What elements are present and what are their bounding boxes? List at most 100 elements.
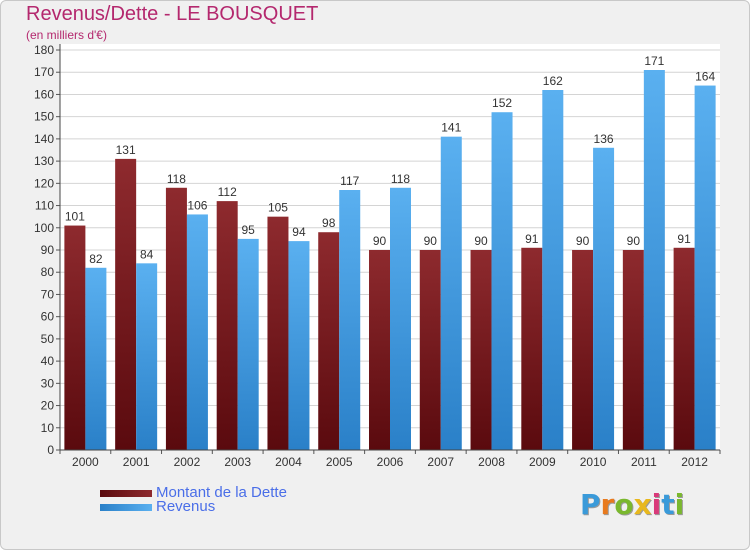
bar-revenus xyxy=(136,263,158,450)
y-tick-label: 170 xyxy=(34,65,54,79)
chart-subtitle: (en milliers d'€) xyxy=(26,28,107,42)
y-tick-label: 130 xyxy=(34,154,54,168)
y-tick-label: 150 xyxy=(34,110,54,124)
legend-swatch-revenus xyxy=(100,503,152,511)
x-tick-label: 2010 xyxy=(580,455,607,469)
bar-debt xyxy=(419,250,441,450)
x-tick-label: 2006 xyxy=(377,455,404,469)
x-tick-label: 2000 xyxy=(72,455,99,469)
logo-letter: i xyxy=(674,488,685,521)
y-tick-label: 30 xyxy=(41,376,55,390)
bar-revenus xyxy=(491,112,513,450)
chart-title: Revenus/Dette - LE BOUSQUET xyxy=(26,3,319,25)
x-tick-label: 2008 xyxy=(478,455,505,469)
x-tick-label: 2004 xyxy=(275,455,302,469)
y-tick-label: 20 xyxy=(41,399,55,413)
bar-revenus xyxy=(694,85,716,451)
bar-debt xyxy=(318,232,340,450)
bar-debt xyxy=(622,250,644,450)
data-label: 90 xyxy=(424,234,438,248)
bar-debt xyxy=(165,187,187,450)
y-tick-label: 70 xyxy=(41,287,55,301)
legend: Montant de la Dette Revenus xyxy=(100,484,287,515)
data-label: 90 xyxy=(627,234,641,248)
logo-letter: o xyxy=(614,488,634,521)
data-label: 118 xyxy=(391,172,410,186)
data-label: 91 xyxy=(525,232,539,246)
data-label: 136 xyxy=(594,132,614,146)
data-label: 117 xyxy=(340,174,359,188)
legend-item-debt: Montant de la Dette xyxy=(100,484,287,501)
axes: 0 10 20 30 40 50 60 70 80 90 100 110 120 130 140 150 160… xyxy=(34,43,721,469)
data-label: 94 xyxy=(292,225,306,239)
bar-revenus xyxy=(643,70,665,450)
y-tick-label: 80 xyxy=(41,265,55,279)
data-label: 171 xyxy=(644,54,664,68)
x-tick-label: 2011 xyxy=(631,455,657,469)
data-label: 82 xyxy=(89,252,103,266)
bar-revenus xyxy=(339,190,361,450)
x-tick-label: 2001 xyxy=(123,455,150,469)
y-tick-label: 90 xyxy=(41,243,55,257)
y-tick-label: 0 xyxy=(47,443,54,457)
bar-revenus xyxy=(237,238,259,450)
y-tick-label: 120 xyxy=(34,176,54,190)
bar-revenus xyxy=(440,136,462,450)
bar-debt xyxy=(369,250,390,450)
y-tick-label: 160 xyxy=(34,87,54,101)
bar-revenus xyxy=(390,187,411,450)
data-label: 90 xyxy=(474,234,488,248)
bar-revenus xyxy=(186,214,208,450)
y-tick-label: 180 xyxy=(34,43,54,57)
bar-debt xyxy=(64,225,86,450)
x-tick-label: 2012 xyxy=(681,455,708,469)
bar-debt xyxy=(216,201,238,450)
legend-label-debt: Montant de la Dette xyxy=(156,484,287,501)
data-label: 91 xyxy=(677,232,691,246)
y-tick-label: 100 xyxy=(34,221,54,235)
data-label: 84 xyxy=(140,247,154,261)
bar-debt xyxy=(673,247,695,450)
legend-label-revenus: Revenus xyxy=(156,498,216,515)
data-label: 141 xyxy=(441,121,461,135)
bar-debt xyxy=(470,250,492,450)
x-tick-label: 2003 xyxy=(224,455,251,469)
bar-revenus xyxy=(85,267,107,450)
y-tick-label: 140 xyxy=(34,132,54,146)
logo-letter: x xyxy=(633,488,652,521)
x-tick-label: 2009 xyxy=(529,455,556,469)
data-label: 98 xyxy=(322,216,336,230)
data-label: 131 xyxy=(116,143,136,157)
data-label: 152 xyxy=(492,96,512,110)
data-label: 164 xyxy=(695,70,715,84)
bar-debt xyxy=(572,250,594,450)
data-label: 105 xyxy=(268,201,288,215)
y-tick-label: 60 xyxy=(41,310,55,324)
y-tick-label: 110 xyxy=(35,199,54,213)
data-label: 112 xyxy=(218,185,237,199)
x-tick-label: 2007 xyxy=(427,455,454,469)
data-label: 95 xyxy=(242,223,256,237)
x-tick-label: 2002 xyxy=(174,455,201,469)
legend-item-revenus: Revenus xyxy=(100,498,287,515)
logo-letter: i xyxy=(651,488,662,521)
logo-letter: t xyxy=(661,488,675,521)
bar-revenus xyxy=(288,241,310,450)
bar-debt xyxy=(521,247,543,450)
logo-letter: r xyxy=(600,488,615,521)
data-label: 101 xyxy=(65,210,85,224)
data-label: 106 xyxy=(187,198,207,212)
y-tick-label: 50 xyxy=(41,332,55,346)
bar-debt xyxy=(115,158,137,450)
bar-revenus xyxy=(542,90,564,450)
data-label: 118 xyxy=(167,172,186,186)
proxiti-logo: Proxiti xyxy=(580,488,684,521)
y-tick-label: 40 xyxy=(41,354,55,368)
data-label: 162 xyxy=(543,74,563,88)
y-tick-label: 10 xyxy=(41,421,55,435)
bar-revenus xyxy=(593,147,615,450)
data-label: 90 xyxy=(576,234,590,248)
value-labels: 1018213184118106112951059498117901189014… xyxy=(65,54,716,266)
bars xyxy=(64,70,716,451)
